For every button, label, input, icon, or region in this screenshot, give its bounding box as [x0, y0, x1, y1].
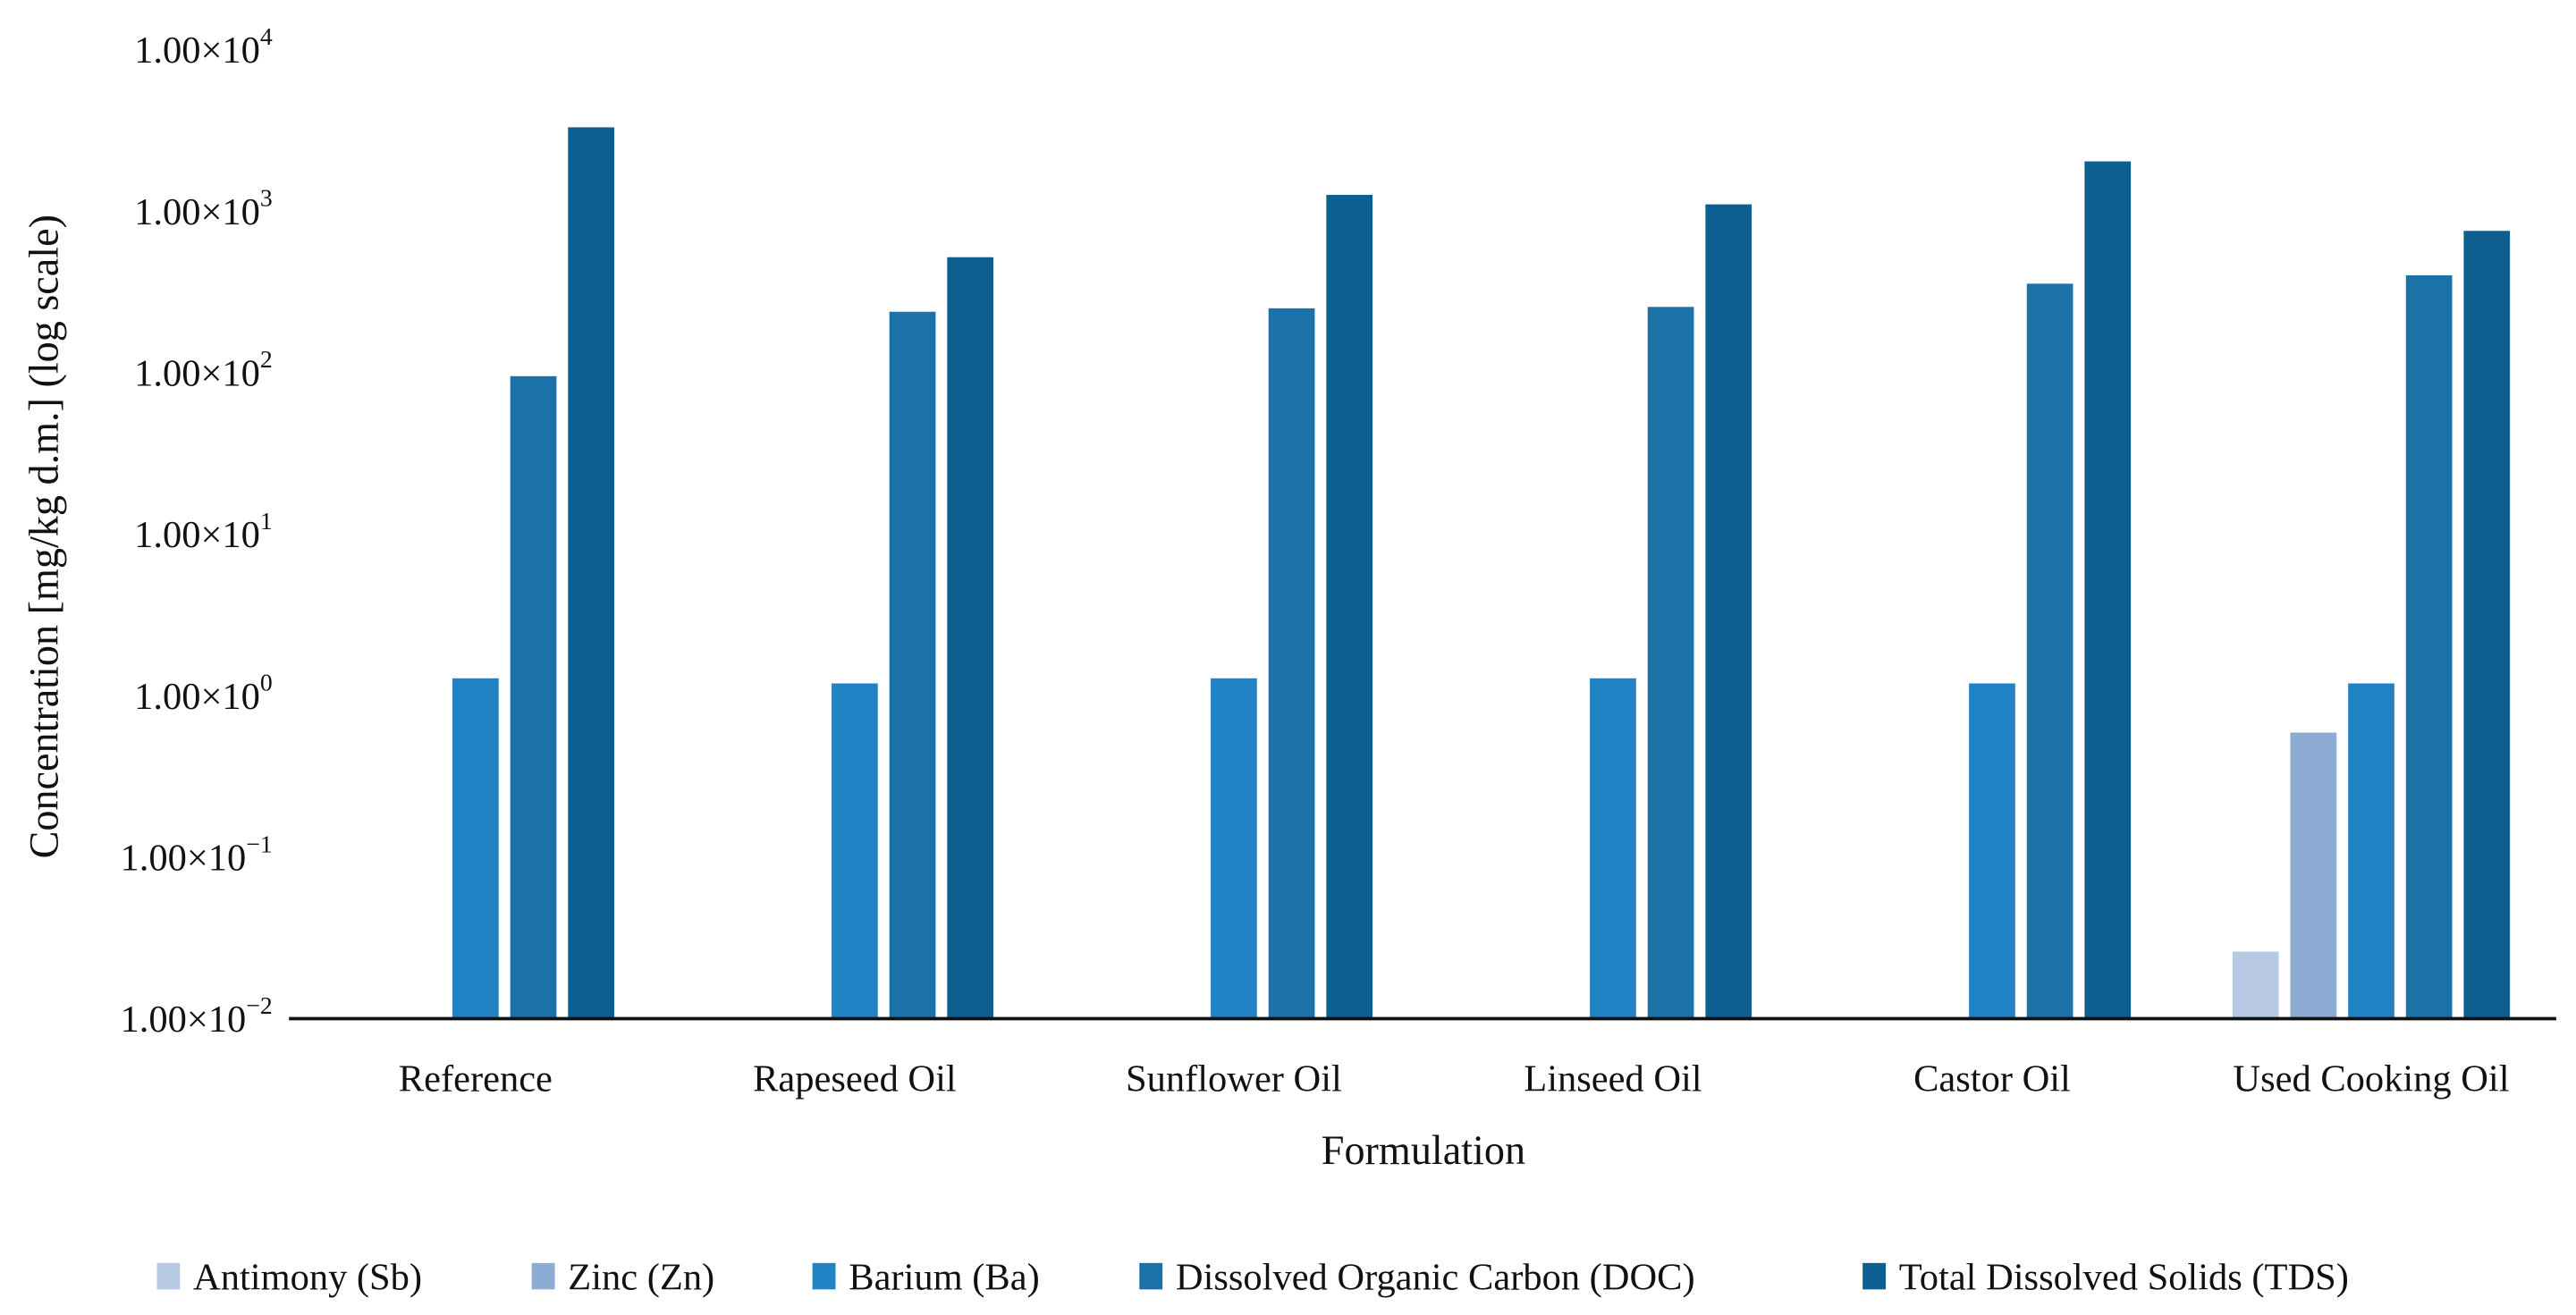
x-tick-label: Castor Oil [1913, 1058, 2071, 1100]
legend-label: Antimony (Sb) [193, 1256, 422, 1298]
y-tick-mantissa: 1.00×10 [134, 191, 260, 233]
x-tick-label: Linseed Oil [1524, 1058, 1702, 1100]
bar [1268, 308, 1315, 1019]
bar [1590, 678, 1636, 1019]
y-tick-exponent: 3 [260, 184, 273, 212]
bar [1211, 678, 1257, 1019]
bar [452, 678, 499, 1019]
y-tick-mantissa: 1.00×10 [134, 514, 260, 556]
legend-label: Zinc (Zn) [568, 1256, 714, 1298]
x-axis-ticks: Reference Rapeseed Oil Sunflower Oil Linsee… [399, 1058, 2510, 1100]
legend-swatch [156, 1262, 181, 1290]
y-tick-exponent: −2 [246, 991, 272, 1019]
bar [2463, 231, 2511, 1019]
y-tick-exponent: 4 [260, 22, 273, 50]
y-tick-mantissa: 1.00×10 [134, 353, 260, 395]
bar [947, 257, 994, 1019]
y-tick-label: 1.00×104 [134, 22, 273, 72]
bar [1647, 307, 1694, 1019]
bar [568, 127, 615, 1019]
y-tick-mantissa: 1.00×10 [134, 676, 260, 718]
bar [1969, 683, 2015, 1019]
legend: Antimony (Sb) Zinc (Zn) Barium (Ba) Dissolv… [156, 1256, 2349, 1298]
y-tick-mantissa: 1.00×10 [121, 838, 247, 880]
y-tick-mantissa: 1.00×10 [121, 999, 247, 1041]
bar [832, 683, 878, 1019]
bar [510, 375, 557, 1019]
y-tick-label: 1.00×103 [134, 184, 273, 233]
bar [2084, 161, 2132, 1019]
bar [1326, 194, 1373, 1019]
legend-label: Total Dissolved Solids (TDS) [1899, 1256, 2349, 1298]
y-tick-exponent: −1 [246, 830, 272, 857]
y-tick-exponent: 1 [260, 507, 273, 535]
y-tick-label: 1.00×10−2 [121, 991, 273, 1041]
bar [2405, 274, 2453, 1019]
legend-swatch [1139, 1262, 1163, 1290]
bar [889, 311, 936, 1019]
y-axis-ticks: 1.00×10−21.00×10−11.00×1001.00×1011.00×1… [121, 22, 273, 1041]
bar [2232, 951, 2279, 1019]
y-tick-label: 1.00×101 [134, 507, 273, 556]
legend-label: Dissolved Organic Carbon (DOC) [1176, 1256, 1695, 1298]
y-tick-exponent: 2 [260, 345, 273, 373]
y-tick-label: 1.00×102 [134, 345, 273, 394]
bar [2348, 683, 2394, 1019]
y-tick-exponent: 0 [260, 669, 273, 696]
y-tick-mantissa: 1.00×10 [134, 30, 260, 72]
x-tick-label: Rapeseed Oil [753, 1058, 957, 1100]
x-tick-label: Reference [399, 1058, 553, 1100]
legend-swatch [1862, 1262, 1887, 1290]
legend-label: Barium (Ba) [849, 1256, 1039, 1298]
bars [452, 127, 2511, 1019]
legend-swatch [531, 1262, 555, 1290]
x-axis-label: Formulation [1322, 1127, 1525, 1173]
bar [1705, 204, 1753, 1019]
x-tick-label: Sunflower Oil [1126, 1058, 1342, 1100]
bar [2290, 732, 2337, 1019]
legend-swatch [812, 1262, 836, 1290]
y-tick-label: 1.00×100 [134, 669, 273, 718]
x-tick-label: Used Cooking Oil [2233, 1058, 2509, 1100]
y-tick-label: 1.00×10−1 [121, 830, 273, 879]
bar [2026, 283, 2073, 1019]
y-axis-label: Concentration [mg/kg d.m.] (log scale) [21, 215, 67, 858]
